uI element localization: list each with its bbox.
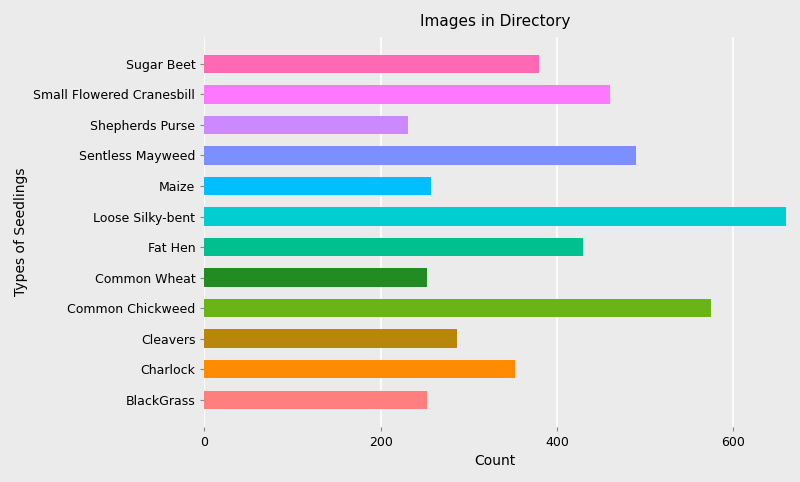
Bar xyxy=(204,360,514,378)
Bar xyxy=(204,177,431,195)
Bar xyxy=(204,238,583,256)
Bar xyxy=(204,330,458,348)
Title: Images in Directory: Images in Directory xyxy=(420,14,570,29)
Bar xyxy=(204,390,427,409)
Y-axis label: Types of Seedlings: Types of Seedlings xyxy=(14,168,28,296)
X-axis label: Count: Count xyxy=(474,454,516,468)
Bar xyxy=(204,54,539,73)
Bar xyxy=(204,299,711,317)
Bar xyxy=(204,207,800,226)
Bar xyxy=(204,147,636,165)
Bar xyxy=(204,268,427,287)
Bar xyxy=(204,116,408,134)
Bar xyxy=(204,85,610,104)
